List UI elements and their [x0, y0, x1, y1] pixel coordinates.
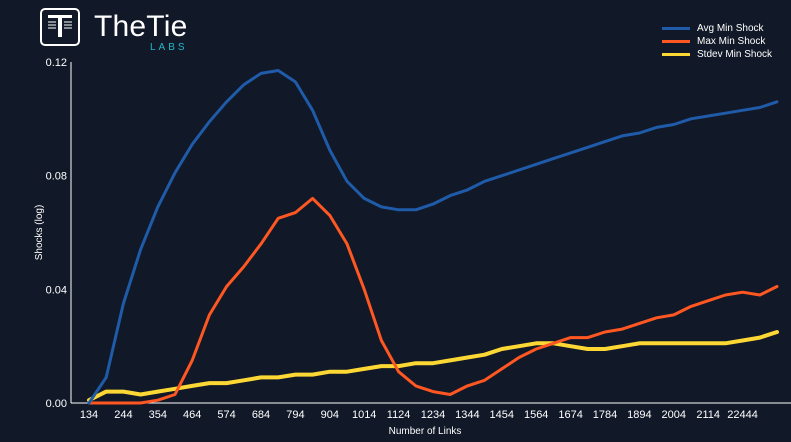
series-line-stdev-min-shock	[87, 330, 779, 403]
x-tick-label: 1124	[387, 409, 411, 421]
x-tick-label: 354	[149, 409, 167, 421]
y-tick-label: 0.08	[46, 171, 67, 183]
x-tick-label: 1564	[524, 409, 548, 421]
y-tick-label: 0.00	[46, 398, 67, 410]
x-tick-label: 464	[183, 409, 201, 421]
y-axis-title: Shocks (log)	[34, 205, 45, 261]
y-tick-label: 0.04	[46, 284, 67, 296]
legend-item-stdev: Stdev Min Shock	[662, 48, 787, 74]
x-tick-label: 134	[80, 409, 98, 421]
x-tick-label: 904	[321, 409, 339, 421]
legend-item-avg: Avg Min Shock	[662, 22, 787, 35]
legend-swatch-avg	[662, 27, 690, 30]
x-axis-title: Number of Links	[389, 426, 462, 437]
x-tick-label: 1674	[558, 409, 582, 421]
legend-label-stdev: Stdev Min Shock	[697, 49, 773, 60]
x-tick-label: 1234	[421, 409, 445, 421]
x-tick-label: 22444	[727, 409, 758, 421]
series-line-max-min-shock	[87, 196, 779, 405]
legend-item-max: Max Min Shock	[662, 35, 787, 48]
legend-swatch-stdev	[662, 53, 690, 56]
brand-subtitle: LABS	[150, 42, 188, 53]
x-tick-label: 684	[252, 409, 270, 421]
x-tick-label: 1344	[455, 409, 479, 421]
x-tick-label: 1784	[593, 409, 617, 421]
x-tick-label: 2004	[662, 409, 686, 421]
legend-label-avg: Avg Min Shock	[697, 23, 764, 34]
x-tick-label: 1454	[490, 409, 514, 421]
brand-logo-mark	[40, 8, 80, 46]
x-tick-label: 1894	[627, 409, 651, 421]
x-tick-label: 794	[286, 409, 304, 421]
x-tick-label: 244	[114, 409, 132, 421]
x-tick-label: 2114	[696, 409, 720, 421]
chart-legend: Avg Min Shock Max Min Shock Stdev Min Sh…	[662, 22, 787, 74]
legend-label-max: Max Min Shock	[697, 36, 766, 47]
x-tick-label: 574	[217, 409, 235, 421]
legend-swatch-max	[662, 40, 690, 43]
y-tick-label: 0.12	[46, 57, 67, 69]
series-line-avg-min-shock	[87, 69, 779, 405]
x-tick-label: 1014	[352, 409, 376, 421]
brand-name: TheTie	[94, 10, 188, 43]
logo-t-icon	[48, 15, 72, 37]
